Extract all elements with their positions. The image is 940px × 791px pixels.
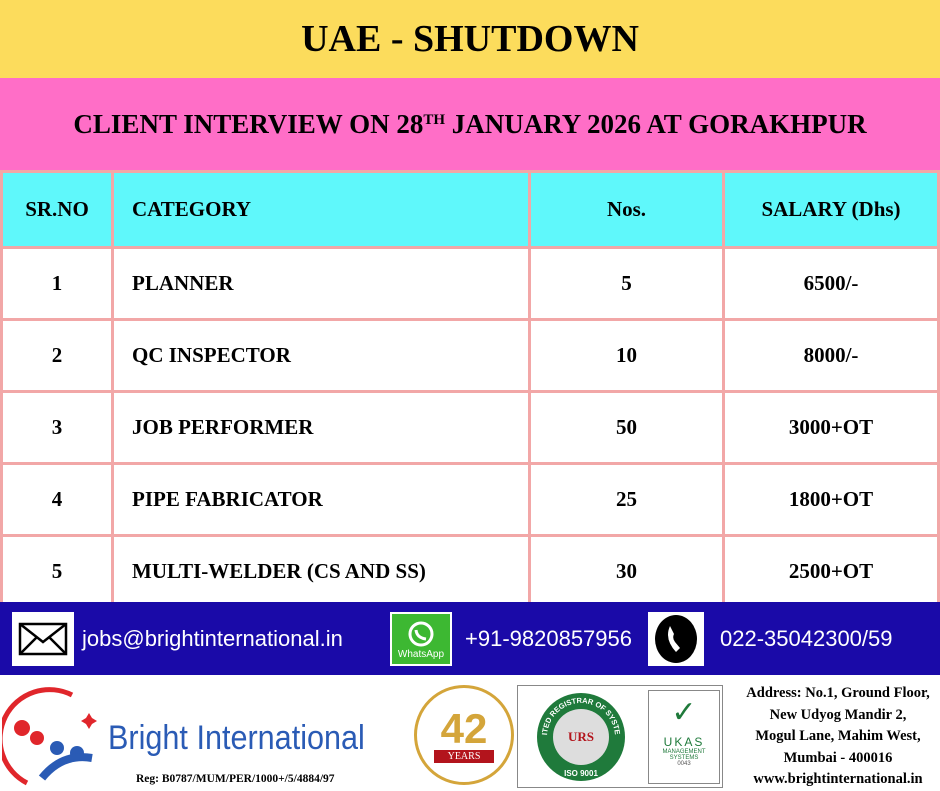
brand-name: Bright International (108, 719, 365, 757)
cell-salary: 1800+OT (722, 462, 940, 537)
cell-salary: 3000+OT (722, 390, 940, 465)
subtitle-sup: TH (423, 111, 446, 128)
cell-srno: 5 (0, 534, 114, 609)
table-row: 5 MULTI-WELDER (CS AND SS) 30 2500+OT (0, 534, 940, 609)
email-icon (12, 612, 74, 666)
email-link[interactable]: jobs@brightinternational.in (82, 626, 343, 651)
header-nos: Nos. (528, 170, 725, 249)
address-line: New Udyog Mandir 2, (769, 706, 907, 723)
footer: Bright International Reg: B0787/MUM/PER/… (0, 675, 940, 788)
whatsapp-label: WhatsApp (397, 648, 445, 660)
cell-category: MULTI-WELDER (CS AND SS) (111, 534, 531, 609)
cell-srno: 3 (0, 390, 114, 465)
address-line: Mogul Lane, Mahim West, (755, 728, 921, 744)
bright-logo-icon (2, 687, 97, 786)
cell-srno: 4 (0, 462, 114, 537)
cell-nos: 5 (528, 246, 725, 321)
table-row: 2 QC INSPECTOR 10 8000/- (0, 318, 940, 393)
address-line: Address: No.1, Ground Floor, (746, 685, 930, 701)
cell-salary: 2500+OT (722, 534, 940, 609)
page-title: UAE - SHUTDOWN (0, 0, 940, 78)
header-salary: SALARY (Dhs) (722, 170, 940, 249)
phone-number[interactable]: 022-35042300/59 (720, 626, 893, 651)
cell-srno: 1 (0, 246, 114, 321)
subtitle: CLIENT INTERVIEW ON 28 TH JANUARY 2026 AT… (0, 78, 940, 170)
table-row: 1 PLANNER 5 6500/- (0, 246, 940, 321)
phone-icon (648, 612, 704, 666)
cell-category: PIPE FABRICATOR (111, 462, 531, 537)
whatsapp-icon: WhatsApp (390, 612, 452, 666)
jobs-table: SR.NO CATEGORY Nos. SALARY (Dhs) 1 PLANNE… (0, 170, 940, 609)
ukas-number: 0043 (677, 761, 691, 767)
ukas-sub: MANAGEMENT SYSTEMS (662, 749, 706, 761)
cell-category: JOB PERFORMER (111, 390, 531, 465)
website-link[interactable]: www.brightinternational.in (753, 771, 923, 787)
check-icon: ✓ (671, 696, 697, 729)
cell-nos: 25 (528, 462, 725, 537)
subtitle-pre: CLIENT INTERVIEW ON 28 (73, 108, 424, 139)
urs-text: URS (567, 729, 594, 744)
cell-salary: 8000/- (722, 318, 940, 393)
header-category: CATEGORY (111, 170, 531, 249)
subtitle-post: JANUARY 2026 AT GORAKHPUR (445, 108, 867, 139)
ukas-text: UKAS (663, 735, 705, 749)
table-row: 4 PIPE FABRICATOR 25 1800+OT (0, 462, 940, 537)
cell-nos: 30 (528, 534, 725, 609)
cell-category: QC INSPECTOR (111, 318, 531, 393)
address-line: Mumbai - 400016 (783, 749, 893, 766)
whatsapp-number[interactable]: +91-9820857956 (465, 626, 632, 651)
ukas-logo: ✓ UKAS MANAGEMENT SYSTEMS 0043 (648, 690, 720, 784)
header-srno: SR.NO (0, 170, 114, 249)
years-label: YEARS (433, 749, 495, 763)
cell-salary: 6500/- (722, 246, 940, 321)
contact-bar: jobs@brightinternational.in WhatsApp +91… (0, 602, 940, 675)
years-number: 42 (440, 704, 488, 752)
table-header: SR.NO CATEGORY Nos. SALARY (Dhs) (0, 170, 940, 249)
reg-number: Reg: B0787/MUM/PER/1000+/5/4884/97 (136, 773, 335, 785)
cell-nos: 50 (528, 390, 725, 465)
cell-nos: 10 (528, 318, 725, 393)
table-row: 3 JOB PERFORMER 50 3000+OT (0, 390, 940, 465)
years-badge: 42 YEARS (414, 685, 514, 785)
address: Address: No.1, Ground Floor, New Udyog M… (738, 683, 938, 791)
cell-srno: 2 (0, 318, 114, 393)
cell-category: PLANNER (111, 246, 531, 321)
certification-box: UNITED REGISTRAR OF SYSTEMS ISO 9001 URS… (517, 685, 723, 788)
urs-logo: UNITED REGISTRAR OF SYSTEMS ISO 9001 URS (536, 692, 626, 782)
iso-text: ISO 9001 (564, 769, 598, 778)
